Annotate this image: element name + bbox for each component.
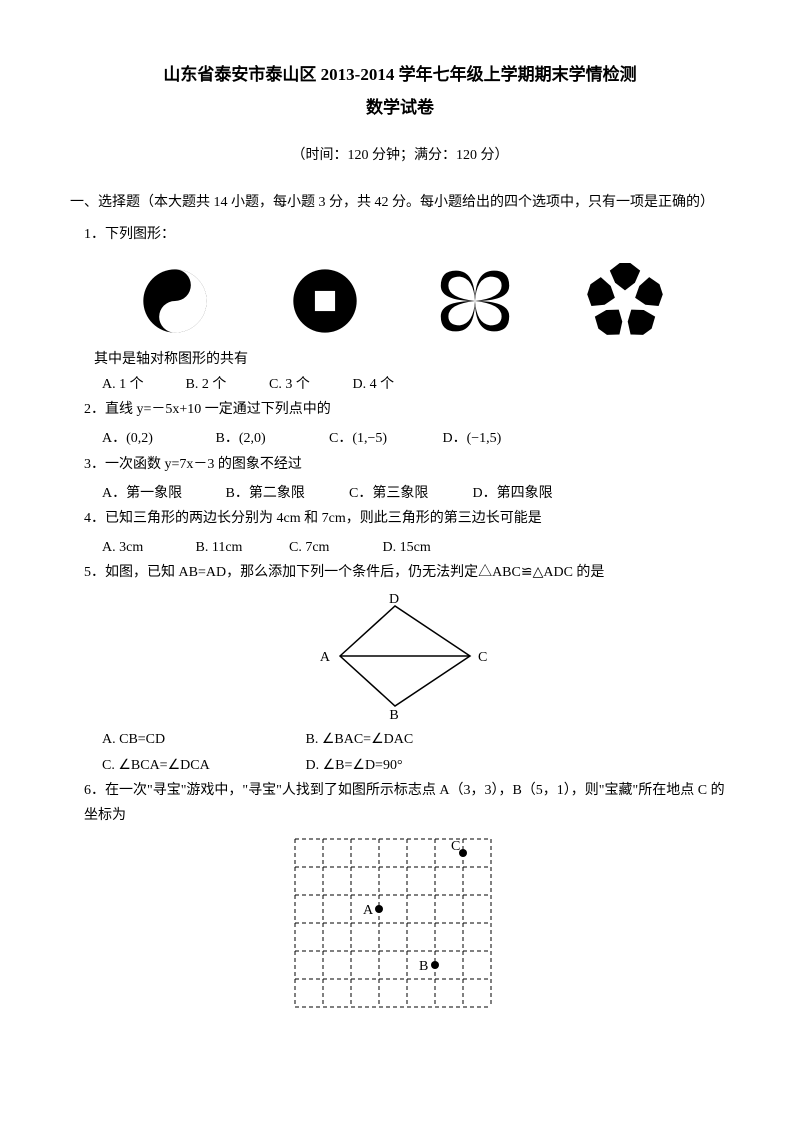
q6-label-c: C bbox=[451, 839, 460, 854]
q4-opt-c: C. 7cm bbox=[289, 535, 379, 560]
q3-opt-a: A．第一象限 bbox=[102, 481, 222, 506]
q1-opt-b: B. 2 个 bbox=[186, 372, 266, 397]
q5-opt-c: C. ∠BCA=∠DCA bbox=[102, 753, 302, 778]
page-title: 山东省泰安市泰山区 2013-2014 学年七年级上学期期末学情检测 bbox=[70, 60, 730, 91]
q5-stem: 5．如图，已知 AB=AD，那么添加下列一个条件后，仍无法判定△ABC≌△ADC… bbox=[70, 560, 730, 585]
q1-opt-d: D. 4 个 bbox=[353, 372, 433, 397]
section-1-heading: 一、选择题（本大题共 14 小题，每小题 3 分，共 42 分。每小题给出的四个… bbox=[70, 190, 730, 215]
page-subtitle: 数学试卷 bbox=[70, 93, 730, 124]
q5-options-row1: A. CB=CD B. ∠BAC=∠DAC bbox=[70, 727, 730, 752]
figure-coin-icon bbox=[285, 261, 365, 341]
q3-opt-d: D．第四象限 bbox=[473, 481, 593, 506]
q2-opt-c: C．(1,−5) bbox=[329, 426, 439, 451]
exam-meta: （时间：120 分钟；满分：120 分） bbox=[70, 143, 730, 168]
q4-options: A. 3cm B. 11cm C. 7cm D. 15cm bbox=[70, 535, 730, 560]
q1-opt-c: C. 3 个 bbox=[269, 372, 349, 397]
q2-opt-d: D．(−1,5) bbox=[443, 426, 553, 451]
q2-stem: 2．直线 y=－5x+10 一定通过下列点中的 bbox=[70, 397, 730, 422]
q2-opt-a: A．(0,2) bbox=[102, 426, 212, 451]
q1-figures bbox=[70, 251, 730, 347]
q4-opt-a: A. 3cm bbox=[102, 535, 192, 560]
q1-stem: 1．下列图形： bbox=[70, 222, 730, 247]
q5-options-row2: C. ∠BCA=∠DCA D. ∠B=∠D=90° bbox=[70, 753, 730, 778]
figure-yinyang-icon bbox=[135, 261, 215, 341]
q2-opt-b: B．(2,0) bbox=[216, 426, 326, 451]
q4-stem: 4．已知三角形的两边长分别为 4cm 和 7cm，则此三角形的第三边长可能是 bbox=[70, 506, 730, 531]
q3-stem: 3．一次函数 y=7x－3 的图象不经过 bbox=[70, 452, 730, 477]
q1-options: A. 1 个 B. 2 个 C. 3 个 D. 4 个 bbox=[70, 372, 730, 397]
q5-opt-b: B. ∠BAC=∠DAC bbox=[306, 727, 506, 752]
q1-sub: 其中是轴对称图形的共有 bbox=[70, 347, 730, 372]
q6-label-a: A bbox=[363, 903, 374, 918]
figure-clover-icon bbox=[435, 261, 515, 341]
q1-opt-a: A. 1 个 bbox=[102, 372, 182, 397]
q2-options: A．(0,2) B．(2,0) C．(1,−5) D．(−1,5) bbox=[70, 426, 730, 451]
q6-stem: 6．在一次"寻宝"游戏中，"寻宝"人找到了如图所示标志点 A（3，3），B（5，… bbox=[70, 778, 730, 828]
q5-label-a: A bbox=[320, 650, 331, 665]
q5-opt-d: D. ∠B=∠D=90° bbox=[306, 753, 506, 778]
q5-label-c: C bbox=[478, 650, 487, 665]
figure-pentagon-flower-icon bbox=[585, 261, 665, 341]
q3-options: A．第一象限 B．第二象限 C．第三象限 D．第四象限 bbox=[70, 481, 730, 506]
q5-opt-a: A. CB=CD bbox=[102, 727, 302, 752]
q5-figure: D A C B bbox=[70, 591, 730, 721]
q5-label-b: B bbox=[389, 708, 398, 721]
q3-opt-b: B．第二象限 bbox=[226, 481, 346, 506]
q6-label-b: B bbox=[419, 959, 428, 974]
q3-opt-c: C．第三象限 bbox=[349, 481, 469, 506]
q4-opt-d: D. 15cm bbox=[383, 535, 473, 560]
q6-figure: A B C bbox=[70, 834, 730, 1014]
q5-label-d: D bbox=[389, 592, 399, 607]
q4-opt-b: B. 11cm bbox=[196, 535, 286, 560]
